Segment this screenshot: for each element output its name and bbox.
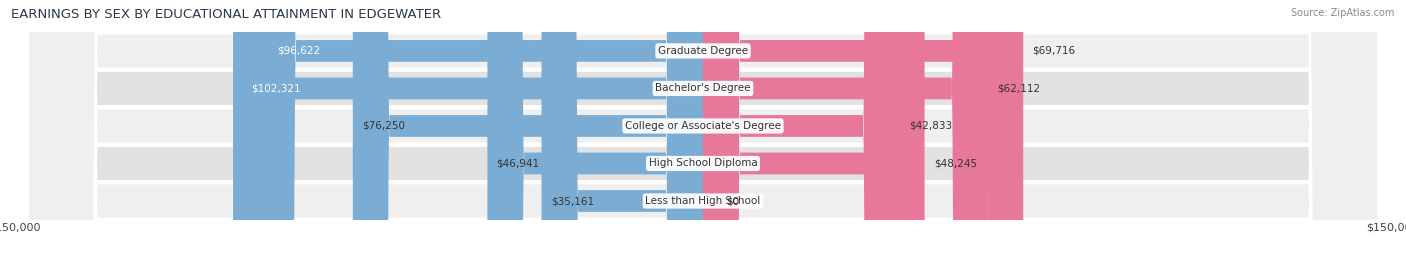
Text: Less than High School: Less than High School — [645, 196, 761, 206]
Text: Graduate Degree: Graduate Degree — [658, 46, 748, 56]
FancyBboxPatch shape — [28, 0, 1378, 268]
FancyBboxPatch shape — [703, 0, 925, 268]
Text: $35,161: $35,161 — [551, 196, 593, 206]
FancyBboxPatch shape — [28, 0, 1378, 268]
FancyBboxPatch shape — [353, 0, 703, 268]
FancyBboxPatch shape — [28, 0, 1378, 268]
FancyBboxPatch shape — [28, 0, 1378, 268]
Text: $62,112: $62,112 — [997, 83, 1040, 94]
Text: $42,833: $42,833 — [908, 121, 952, 131]
FancyBboxPatch shape — [703, 0, 900, 268]
FancyBboxPatch shape — [259, 0, 703, 268]
FancyBboxPatch shape — [703, 0, 988, 268]
FancyBboxPatch shape — [703, 0, 1024, 268]
Text: Bachelor's Degree: Bachelor's Degree — [655, 83, 751, 94]
FancyBboxPatch shape — [28, 0, 1378, 268]
Text: $102,321: $102,321 — [252, 83, 301, 94]
Text: Source: ZipAtlas.com: Source: ZipAtlas.com — [1291, 8, 1395, 18]
FancyBboxPatch shape — [233, 0, 703, 268]
Text: College or Associate's Degree: College or Associate's Degree — [626, 121, 780, 131]
Text: $69,716: $69,716 — [1032, 46, 1076, 56]
Text: $76,250: $76,250 — [361, 121, 405, 131]
FancyBboxPatch shape — [488, 0, 703, 268]
Text: EARNINGS BY SEX BY EDUCATIONAL ATTAINMENT IN EDGEWATER: EARNINGS BY SEX BY EDUCATIONAL ATTAINMEN… — [11, 8, 441, 21]
Text: $48,245: $48,245 — [934, 158, 977, 169]
FancyBboxPatch shape — [541, 0, 703, 268]
Text: $0: $0 — [725, 196, 740, 206]
Text: High School Diploma: High School Diploma — [648, 158, 758, 169]
Text: $46,941: $46,941 — [496, 158, 540, 169]
Text: $96,622: $96,622 — [277, 46, 321, 56]
